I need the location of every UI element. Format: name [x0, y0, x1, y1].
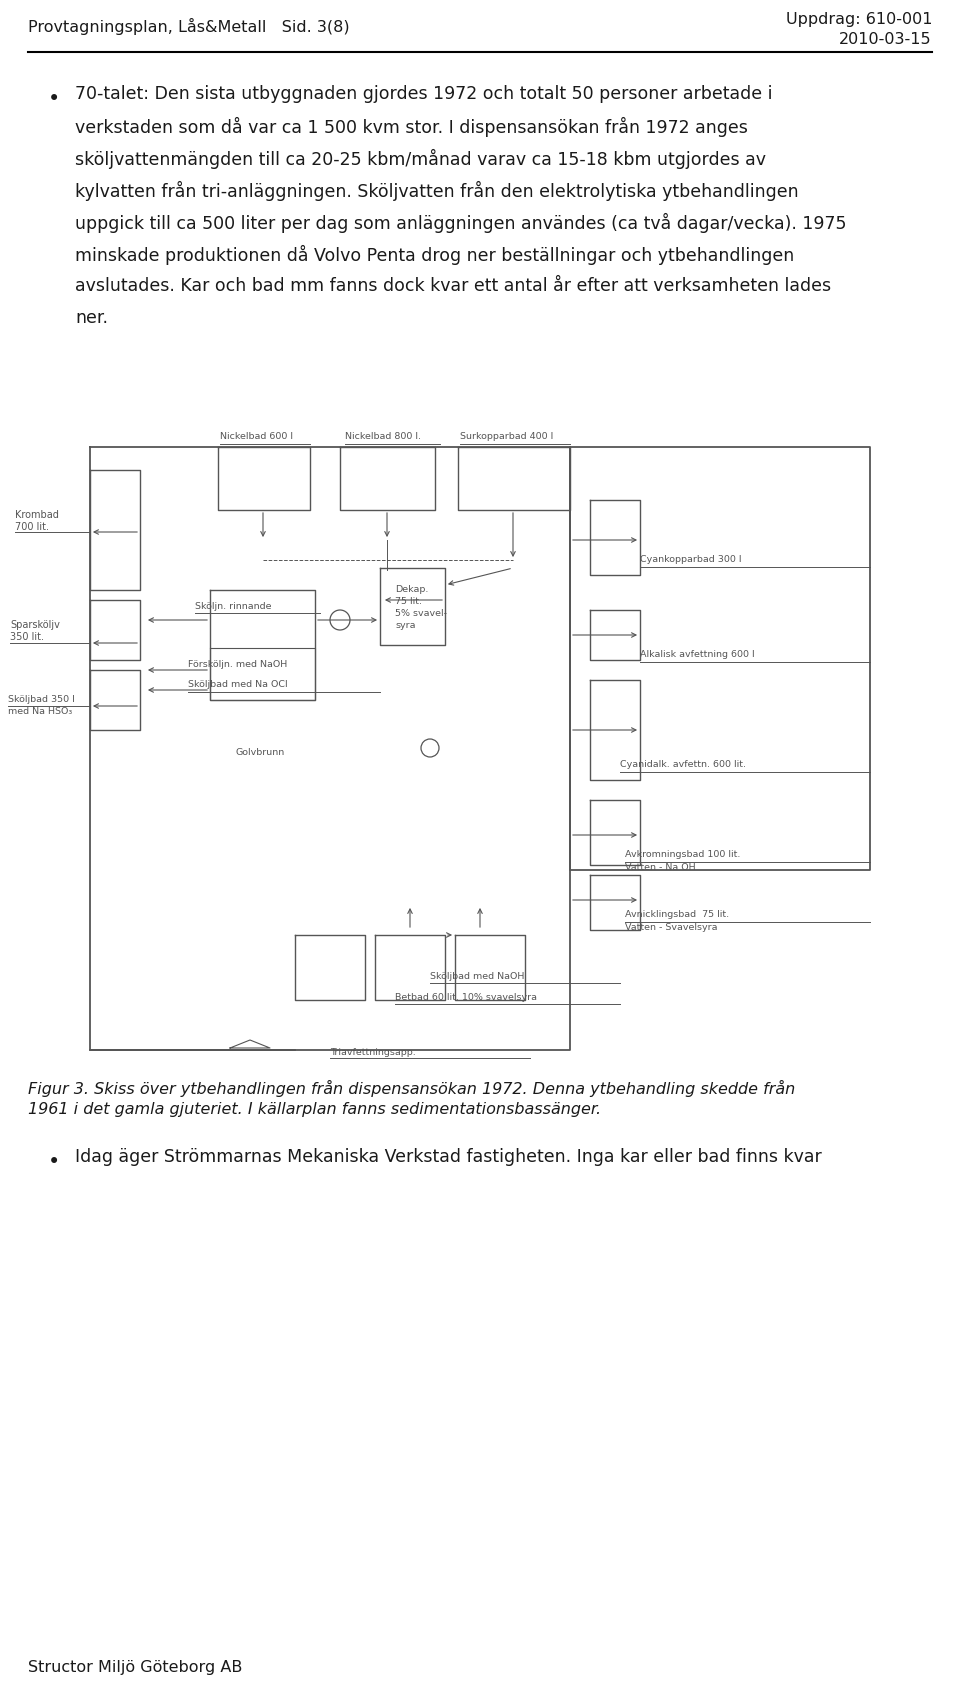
Text: Figur 3. Skiss över ytbehandlingen från dispensansökan 1972. Denna ytbehandling : Figur 3. Skiss över ytbehandlingen från … — [28, 1080, 795, 1097]
Text: Idag äger Strömmarnas Mekaniska Verkstad fastigheten. Inga kar eller bad finns k: Idag äger Strömmarnas Mekaniska Verkstad… — [75, 1149, 822, 1166]
Text: Försköljn. med NaOH: Försköljn. med NaOH — [188, 659, 287, 669]
Text: Structor Miljö Göteborg AB: Structor Miljö Göteborg AB — [28, 1660, 242, 1675]
Text: 2010-03-15: 2010-03-15 — [839, 32, 932, 47]
Text: 1961 i det gamla gjuteriet. I källarplan fanns sedimentationsbassänger.: 1961 i det gamla gjuteriet. I källarplan… — [28, 1102, 601, 1117]
Text: med Na HSO₃: med Na HSO₃ — [8, 706, 72, 717]
Text: Avnicklingsbad  75 lit.: Avnicklingsbad 75 lit. — [625, 910, 730, 918]
Text: avslutades. Kar och bad mm fanns dock kvar ett antal år efter att verksamheten l: avslutades. Kar och bad mm fanns dock kv… — [75, 278, 831, 294]
Text: Vatten - Na OH: Vatten - Na OH — [625, 863, 696, 871]
Text: Surkopparbad 400 l: Surkopparbad 400 l — [460, 432, 553, 441]
Text: •: • — [48, 89, 60, 109]
Text: Dekap.: Dekap. — [395, 585, 428, 594]
Text: 700 lit.: 700 lit. — [15, 521, 49, 532]
Text: minskade produktionen då Volvo Penta drog ner beställningar och ytbehandlingen: minskade produktionen då Volvo Penta dro… — [75, 246, 794, 266]
Text: 350 lit.: 350 lit. — [10, 632, 44, 643]
Text: ner.: ner. — [75, 309, 108, 326]
Text: verkstaden som då var ca 1 500 kvm stor. I dispensansökan från 1972 anges: verkstaden som då var ca 1 500 kvm stor.… — [75, 118, 748, 136]
Text: Sparsköljv: Sparsköljv — [10, 621, 60, 631]
Text: Alkalisk avfettning 600 l: Alkalisk avfettning 600 l — [640, 649, 755, 659]
Text: sköljvattenmängden till ca 20-25 kbm/månad varav ca 15-18 kbm utgjordes av: sköljvattenmängden till ca 20-25 kbm/mån… — [75, 150, 766, 170]
Text: Triavfettningsapp.: Triavfettningsapp. — [330, 1048, 416, 1056]
Text: uppgick till ca 500 liter per dag som anläggningen användes (ca två dagar/vecka): uppgick till ca 500 liter per dag som an… — [75, 214, 847, 234]
Text: Sköljbad med NaOH: Sköljbad med NaOH — [430, 972, 524, 981]
Text: Nickelbad 800 l.: Nickelbad 800 l. — [345, 432, 421, 441]
Text: Sköljbad 350 l: Sköljbad 350 l — [8, 695, 75, 705]
Text: Cyankopparbad 300 l: Cyankopparbad 300 l — [640, 555, 741, 563]
Text: Sköljbad med Na OCl: Sköljbad med Na OCl — [188, 680, 288, 690]
Text: Avkromningsbad 100 lit.: Avkromningsbad 100 lit. — [625, 849, 740, 860]
Text: Betbad 60 lit. 10% svavelsyra: Betbad 60 lit. 10% svavelsyra — [395, 992, 537, 1002]
Text: Nickelbad 600 l: Nickelbad 600 l — [220, 432, 293, 441]
Text: Golvbrunn: Golvbrunn — [235, 748, 284, 757]
Text: Cyanidalk. avfettn. 600 lit.: Cyanidalk. avfettn. 600 lit. — [620, 760, 746, 769]
Text: 75 lit.: 75 lit. — [395, 597, 422, 606]
Text: 70-talet: Den sista utbyggnaden gjordes 1972 och totalt 50 personer arbetade i: 70-talet: Den sista utbyggnaden gjordes … — [75, 86, 773, 103]
Text: •: • — [48, 1152, 60, 1172]
Text: 5% svavel-: 5% svavel- — [395, 609, 447, 617]
Text: syra: syra — [395, 621, 416, 631]
Text: Provtagningsplan, Lås&Metall   Sid. 3(8): Provtagningsplan, Lås&Metall Sid. 3(8) — [28, 19, 349, 35]
Text: Krombad: Krombad — [15, 510, 59, 520]
Text: Uppdrag: 610-001: Uppdrag: 610-001 — [785, 12, 932, 27]
Text: kylvatten från tri-anläggningen. Sköljvatten från den elektrolytiska ytbehandlin: kylvatten från tri-anläggningen. Sköljva… — [75, 182, 799, 202]
Text: Vatten - Svavelsyra: Vatten - Svavelsyra — [625, 923, 717, 932]
Text: Sköljn. rinnande: Sköljn. rinnande — [195, 602, 272, 611]
